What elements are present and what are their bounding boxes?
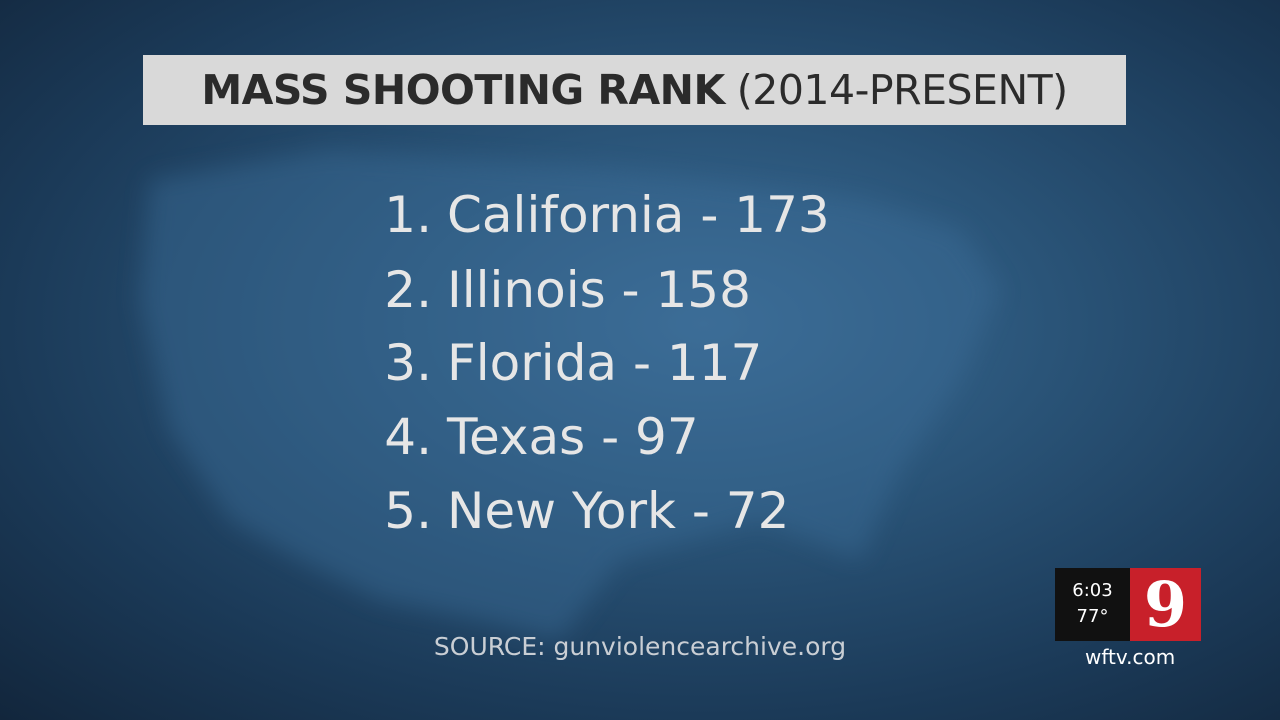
rank-label: Illinois - 158	[447, 261, 751, 319]
rank-number: 2.	[384, 261, 432, 319]
rank-label: New York - 72	[447, 482, 790, 540]
source: SOURCE: gunviolencearchive.org	[433, 632, 847, 661]
rank-number: 3.	[384, 334, 432, 392]
rank-number: 4.	[384, 408, 432, 466]
rank-label: California - 173	[447, 186, 830, 244]
website: wftv.com	[1085, 645, 1176, 669]
rank-item: 1. California - 173	[300, 185, 830, 245]
title: MASS SHOOTING RANK	[201, 66, 725, 114]
subtitle: (2014-PRESENT)	[736, 66, 1068, 114]
title-bar: MASS SHOOTING RANK (2014-PRESENT)	[143, 55, 1126, 125]
rank-label: Florida - 117	[447, 334, 763, 392]
rank-number: 1.	[384, 186, 432, 244]
time: 6:03	[1072, 580, 1113, 601]
time-temp: 6:03 77°	[1055, 568, 1130, 641]
rank-item: 2. Illinois - 158	[300, 260, 751, 320]
rank-item: 3. Florida - 117	[300, 333, 762, 393]
rank-item: 5. New York - 72	[300, 481, 789, 541]
temperature: 77°	[1076, 606, 1109, 627]
rank-label: Texas - 97	[447, 408, 699, 466]
rank-item: 4. Texas - 97	[300, 407, 699, 467]
rank-number: 5.	[384, 482, 432, 540]
station-logo: 9	[1130, 568, 1201, 641]
